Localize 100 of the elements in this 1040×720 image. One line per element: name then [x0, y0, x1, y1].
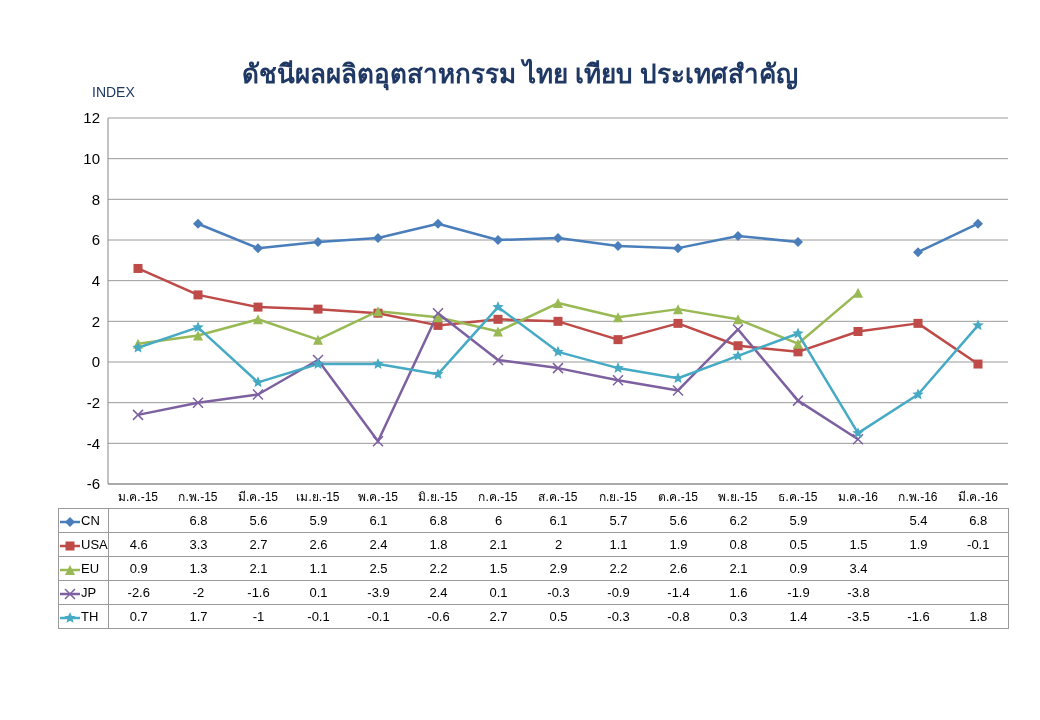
y-tick-label: -6 [86, 475, 100, 493]
data-label: 5.6 [228, 508, 289, 533]
point [253, 314, 263, 325]
point [852, 433, 864, 446]
data-label: 1.1 [288, 556, 349, 581]
x-tick-label: ก.ค.-15 [478, 489, 518, 504]
y-tick-label: 4 [91, 271, 100, 289]
point [552, 362, 564, 374]
y-tick-label: -4 [86, 434, 100, 452]
data-label: 6.2 [708, 508, 769, 533]
data-label: 0.9 [768, 556, 829, 581]
x-tick-label: พ.ย.-15 [718, 489, 758, 504]
data-label: 0.7 [108, 604, 169, 629]
point [132, 409, 144, 421]
point [732, 323, 744, 336]
point [193, 330, 203, 341]
x-tick-label: มี.ค.-16 [957, 489, 999, 504]
x-tick-label: ก.พ.-15 [178, 489, 218, 504]
data-label: -1.9 [768, 580, 829, 605]
point [133, 263, 143, 273]
point [733, 230, 743, 241]
point [672, 384, 684, 397]
point [913, 318, 923, 328]
point [312, 354, 324, 366]
data-label: 5.4 [888, 508, 949, 533]
point [793, 338, 803, 349]
data-label: 1.6 [708, 580, 769, 605]
point [492, 301, 504, 312]
point [313, 237, 323, 248]
data-label: 5.9 [288, 508, 349, 533]
point [312, 358, 324, 369]
data-label: 6.1 [528, 508, 589, 533]
point [313, 334, 323, 345]
x-tick-label: ธ.ค.-15 [778, 489, 818, 504]
point [433, 218, 443, 229]
point [613, 335, 623, 345]
data-label: 1.8 [408, 532, 469, 557]
data-label: -3.9 [348, 580, 409, 605]
data-label: 2.7 [228, 532, 289, 557]
data-label: 1.5 [828, 532, 889, 557]
data-label: 1.3 [168, 556, 229, 581]
point [852, 427, 864, 439]
point [912, 388, 924, 400]
point [253, 243, 263, 254]
point [372, 358, 384, 369]
point [313, 304, 323, 314]
data-label: 3.4 [828, 556, 889, 581]
data-label: 5.9 [768, 508, 829, 533]
data-label: 5.7 [588, 508, 649, 533]
data-label: 2.1 [228, 556, 289, 581]
x-tick-label: ม.ค.-16 [837, 489, 879, 504]
y-tick-label: 2 [91, 312, 100, 330]
point [913, 247, 923, 258]
point [973, 359, 983, 369]
data-label: 2.2 [588, 556, 649, 581]
data-label: 1.1 [588, 532, 649, 557]
data-label: 6.8 [168, 508, 229, 533]
data-label: 1.7 [168, 604, 229, 629]
point [192, 396, 204, 409]
point [673, 318, 683, 328]
legend-label: EU [81, 561, 100, 576]
data-label: -2 [168, 580, 229, 605]
y-tick-label: 0 [91, 353, 100, 371]
point [553, 298, 563, 309]
data-label: 1.9 [888, 532, 949, 557]
data-label: 0.5 [528, 604, 589, 629]
data-label: 0.3 [708, 604, 769, 629]
point [493, 326, 503, 337]
legend-label: JP [81, 585, 97, 600]
point [553, 316, 563, 326]
point [493, 314, 503, 324]
data-label: 6.1 [348, 508, 409, 533]
data-label: -0.1 [288, 604, 349, 629]
point [553, 232, 563, 243]
point [432, 307, 444, 319]
data-label: 2 [528, 532, 589, 557]
y-tick-label: 8 [91, 190, 100, 208]
x-tick-label: พ.ค.-15 [357, 489, 399, 504]
point [492, 354, 504, 366]
data-label: 3.3 [168, 532, 229, 557]
y-tick-label: 6 [91, 231, 100, 249]
data-label: 2.6 [288, 532, 349, 557]
data-label: -0.1 [348, 604, 409, 629]
data-label: -1.6 [228, 580, 289, 605]
y-axis-title: INDEX [92, 84, 135, 100]
point [792, 394, 804, 407]
x-tick-label: เม.ย.-15 [296, 489, 340, 504]
data-label: -0.9 [588, 580, 649, 605]
x-tick-label: ก.พ.-16 [898, 489, 938, 504]
data-label: -0.1 [948, 532, 1009, 557]
point [372, 435, 384, 448]
data-label: 0.1 [468, 580, 529, 605]
data-label: 1.8 [948, 604, 1009, 629]
data-label: -0.3 [528, 580, 589, 605]
data-label: -0.6 [408, 604, 469, 629]
data-label: 6.8 [408, 508, 469, 533]
data-label: 2.1 [708, 556, 769, 581]
point [613, 241, 623, 252]
legend-label: CN [81, 513, 100, 528]
point [733, 341, 743, 351]
